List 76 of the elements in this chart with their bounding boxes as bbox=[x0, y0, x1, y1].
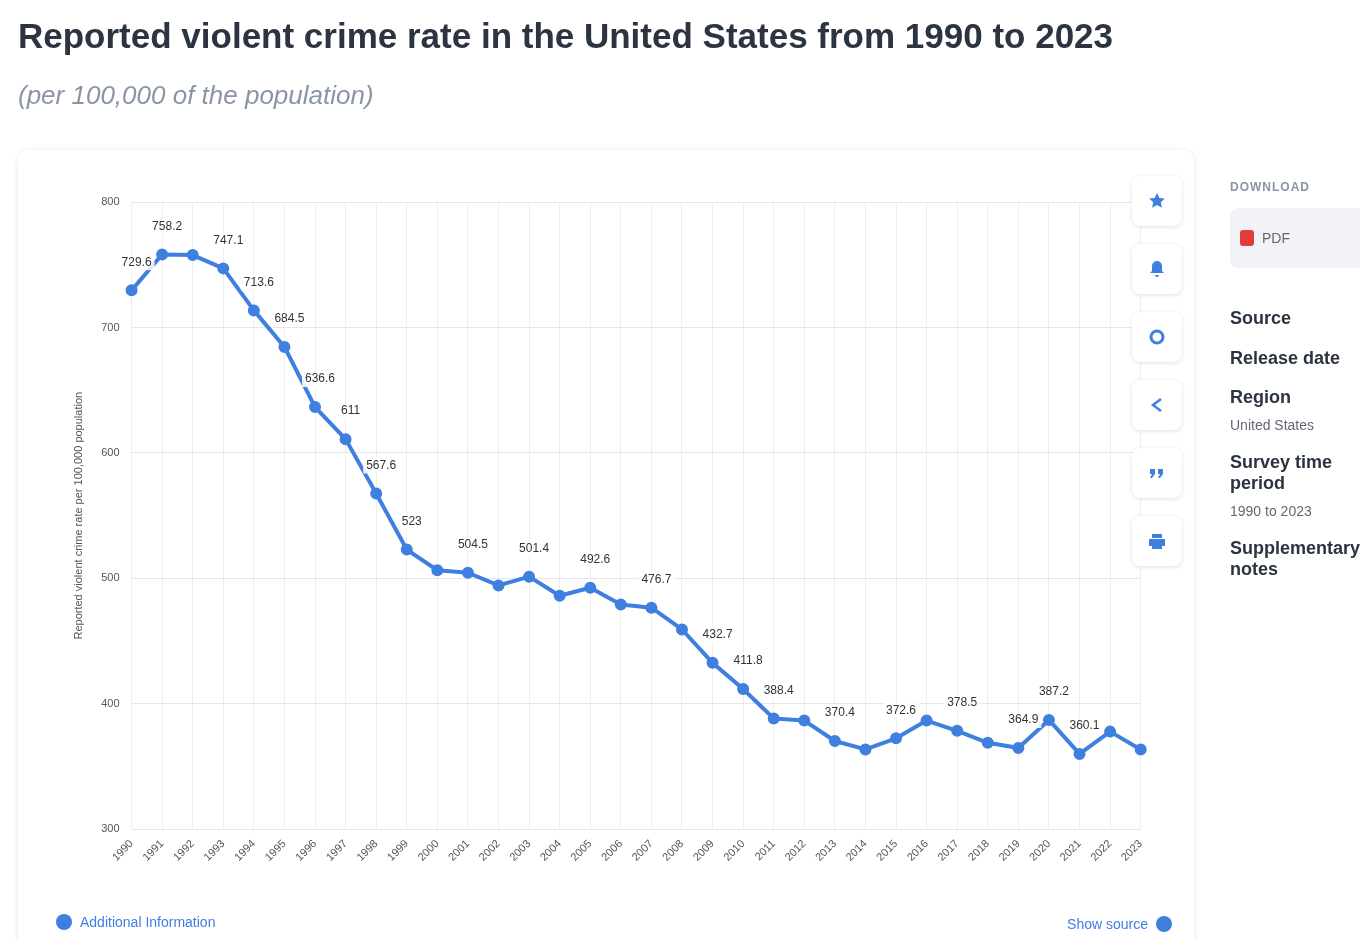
point bbox=[400, 543, 413, 556]
data-label: 432.7 bbox=[702, 627, 733, 642]
data-label: 388.4 bbox=[763, 682, 795, 697]
point bbox=[920, 714, 933, 727]
data-label: 504.5 bbox=[457, 537, 489, 552]
point bbox=[370, 487, 383, 500]
point bbox=[890, 732, 903, 745]
text: Show source bbox=[1067, 916, 1148, 932]
data-label: 387.2 bbox=[1038, 684, 1070, 699]
data-label: 611 bbox=[341, 403, 361, 418]
text: DOWNLOAD bbox=[1230, 180, 1311, 194]
point bbox=[1012, 741, 1025, 754]
data-label: 729.6 bbox=[121, 254, 152, 269]
point bbox=[981, 736, 994, 749]
point bbox=[951, 724, 964, 737]
data-label: 372.6 bbox=[886, 702, 917, 717]
text: Source bbox=[1230, 308, 1293, 330]
point bbox=[492, 579, 505, 592]
data-label: 411.8 bbox=[733, 653, 764, 668]
data-label: 492.6 bbox=[580, 552, 611, 567]
y-tick-label: 300 bbox=[101, 822, 120, 835]
point bbox=[798, 714, 811, 727]
data-label: 636.6 bbox=[305, 371, 336, 386]
data-label: 370.4 bbox=[824, 705, 856, 720]
point bbox=[431, 564, 444, 577]
text: Release date bbox=[1230, 347, 1342, 370]
point bbox=[859, 743, 872, 756]
text: Survey time period bbox=[1230, 451, 1334, 495]
data-label: 758.2 bbox=[152, 218, 183, 233]
data-label: 364.9 bbox=[1008, 712, 1039, 727]
data-label: 684.5 bbox=[274, 311, 305, 326]
chart-subtitle: (per 100,000 of the population) bbox=[18, 80, 374, 111]
point bbox=[125, 284, 138, 297]
text: PDF bbox=[1262, 230, 1290, 246]
point bbox=[339, 433, 352, 446]
point bbox=[309, 401, 322, 414]
chart-title: Reported violent crime rate in the United States from 1990 to 2023 bbox=[18, 16, 1114, 56]
point bbox=[1104, 725, 1117, 738]
point bbox=[156, 248, 169, 261]
y-axis-title: Reported violent crime rate per 100,000 population bbox=[71, 391, 84, 640]
text: United States bbox=[1230, 416, 1316, 434]
text: 1990 to 2023 bbox=[1230, 502, 1313, 520]
point bbox=[186, 249, 199, 262]
point bbox=[217, 262, 230, 275]
y-tick-label: 800 bbox=[101, 195, 120, 208]
point bbox=[675, 623, 688, 636]
point bbox=[523, 570, 536, 583]
point bbox=[737, 683, 750, 696]
text: Region bbox=[1230, 387, 1292, 409]
y-tick-label: 400 bbox=[101, 696, 120, 709]
data-label: 523 bbox=[401, 513, 423, 528]
point bbox=[828, 735, 841, 748]
y-tick-label: 600 bbox=[101, 445, 120, 458]
point bbox=[614, 598, 627, 611]
point bbox=[247, 304, 260, 317]
y-tick-label: 500 bbox=[101, 571, 120, 584]
point bbox=[278, 340, 291, 353]
text: Supplementary notes bbox=[1230, 537, 1361, 581]
point bbox=[767, 712, 780, 725]
point bbox=[1042, 713, 1055, 726]
point bbox=[461, 566, 474, 579]
data-label: 501.4 bbox=[519, 540, 550, 555]
point bbox=[1073, 747, 1086, 760]
point bbox=[584, 581, 597, 594]
data-label: 747.1 bbox=[213, 232, 244, 247]
point bbox=[553, 589, 566, 602]
data-label: 476.7 bbox=[641, 571, 672, 586]
data-label: 378.5 bbox=[947, 695, 978, 710]
point bbox=[706, 656, 719, 669]
data-label: 360.1 bbox=[1069, 718, 1100, 733]
point bbox=[645, 601, 658, 614]
data-label: 567.6 bbox=[366, 457, 397, 472]
text: Additional Information bbox=[80, 914, 216, 930]
point bbox=[1134, 743, 1147, 756]
y-tick-label: 700 bbox=[101, 320, 120, 333]
data-label: 713.6 bbox=[243, 274, 275, 289]
